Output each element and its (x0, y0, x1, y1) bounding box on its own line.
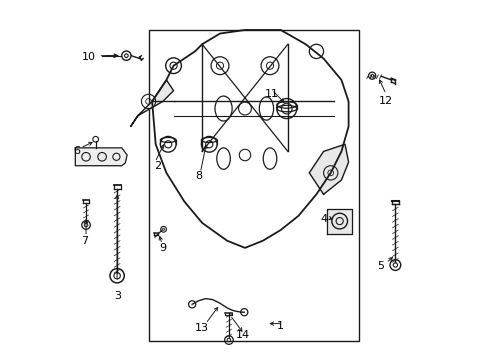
Text: 11: 11 (265, 89, 279, 99)
Text: 6: 6 (74, 147, 81, 157)
Text: 8: 8 (195, 171, 202, 181)
Text: 14: 14 (236, 330, 250, 341)
Text: 5: 5 (377, 261, 384, 271)
Bar (148, 30, 359, 341)
Text: 1: 1 (277, 321, 284, 332)
Text: 13: 13 (195, 323, 209, 333)
Polygon shape (327, 208, 352, 234)
Polygon shape (309, 144, 348, 194)
Text: 7: 7 (81, 236, 88, 246)
Text: 12: 12 (379, 96, 393, 107)
Text: 9: 9 (159, 243, 167, 253)
Text: 3: 3 (115, 291, 122, 301)
Polygon shape (75, 148, 127, 166)
Text: 4: 4 (320, 214, 327, 224)
Polygon shape (131, 80, 173, 126)
Text: 10: 10 (82, 52, 96, 62)
Text: 2: 2 (154, 161, 161, 171)
